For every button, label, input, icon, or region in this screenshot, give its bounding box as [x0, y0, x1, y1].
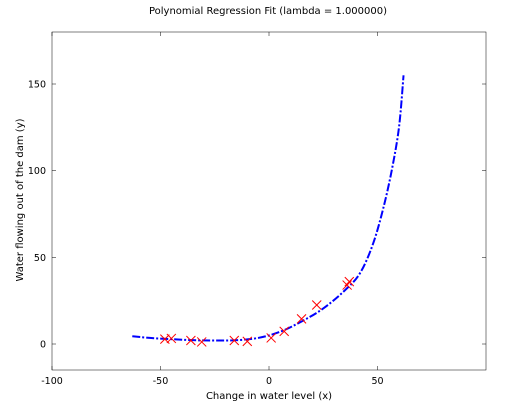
data-point	[166, 333, 177, 344]
data-point	[344, 276, 355, 287]
data-point	[311, 300, 322, 310]
x-axis: -100 -50 0 50	[41, 32, 384, 387]
data-point	[266, 333, 277, 343]
data-point	[229, 335, 240, 346]
x-tick-label: 50	[371, 376, 383, 387]
x-tick-label: -100	[41, 376, 63, 387]
y-tick-label: 100	[28, 166, 46, 177]
data-point	[242, 336, 253, 347]
data-point	[279, 326, 290, 337]
x-tick-label: 0	[266, 376, 272, 387]
chart-title: Polynomial Regression Fit (lambda = 1.00…	[149, 6, 387, 17]
fit-line-series	[132, 75, 405, 342]
data-point	[186, 335, 196, 346]
y-axis-label: Water flowing out of the dam (y)	[15, 118, 26, 281]
x-axis-label: Change in water level (x)	[206, 391, 332, 402]
fit-line	[132, 75, 405, 342]
data-point	[296, 314, 307, 324]
training-data-series	[159, 276, 355, 347]
y-tick-label: 0	[40, 340, 46, 351]
data-point	[196, 337, 207, 347]
y-tick-label: 150	[28, 80, 46, 91]
y-tick-label: 50	[34, 253, 46, 264]
plot-area	[51, 31, 487, 371]
x-tick-label: -50	[153, 376, 169, 387]
y-axis: 0 50 100 150	[28, 80, 486, 351]
